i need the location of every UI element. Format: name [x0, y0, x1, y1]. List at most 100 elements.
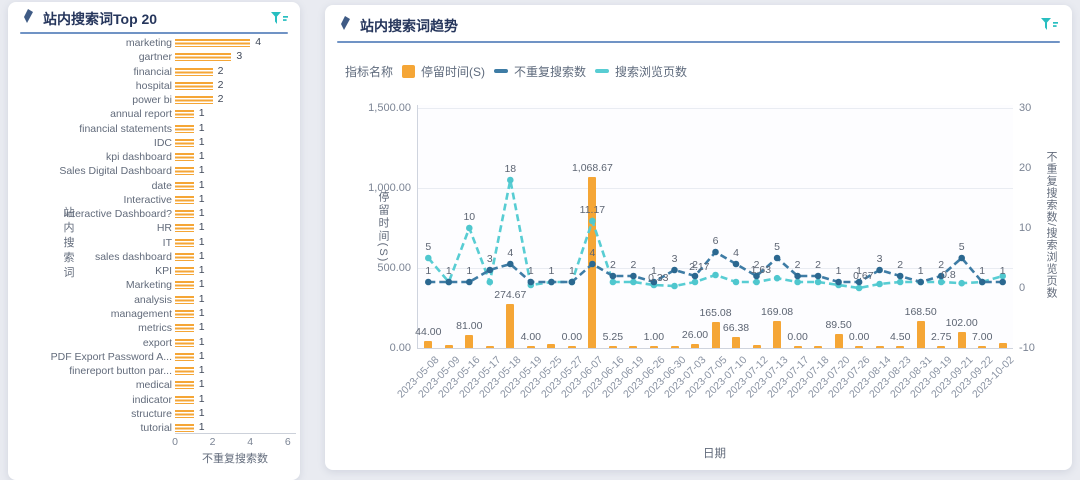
- bar[interactable]: [175, 281, 194, 290]
- data-point[interactable]: [466, 224, 473, 232]
- bar[interactable]: [175, 224, 194, 233]
- bar[interactable]: [793, 346, 802, 348]
- data-point[interactable]: [999, 272, 1006, 280]
- bar[interactable]: [814, 346, 823, 348]
- data-point[interactable]: [691, 272, 699, 280]
- bar[interactable]: [175, 195, 194, 204]
- data-point[interactable]: [712, 248, 719, 256]
- data-point[interactable]: [527, 278, 535, 286]
- data-point[interactable]: [507, 260, 514, 268]
- bar[interactable]: [465, 335, 474, 348]
- legend-item-bar[interactable]: 停留时间(S): [402, 63, 485, 80]
- bar[interactable]: [670, 346, 679, 348]
- bar[interactable]: [752, 344, 761, 348]
- bar[interactable]: [732, 337, 740, 348]
- data-point[interactable]: [855, 284, 863, 292]
- data-point[interactable]: [466, 278, 473, 286]
- bar[interactable]: [175, 381, 194, 390]
- data-point[interactable]: [978, 278, 986, 286]
- bar[interactable]: [875, 346, 884, 348]
- data-point[interactable]: [425, 254, 432, 262]
- bar[interactable]: [175, 424, 194, 432]
- bar[interactable]: [175, 267, 194, 276]
- data-point[interactable]: [773, 254, 781, 262]
- bar[interactable]: [175, 395, 194, 404]
- data-point[interactable]: [507, 176, 514, 184]
- data-point[interactable]: [794, 272, 801, 280]
- data-point[interactable]: [609, 272, 617, 280]
- bar[interactable]: [175, 295, 194, 304]
- bar[interactable]: [175, 181, 194, 190]
- data-point[interactable]: [691, 278, 699, 286]
- data-point[interactable]: [753, 272, 760, 280]
- bar[interactable]: [937, 346, 946, 348]
- data-point[interactable]: [773, 274, 781, 282]
- data-point[interactable]: [794, 278, 801, 286]
- bar[interactable]: [175, 138, 194, 147]
- legend-item-line1[interactable]: 不重复搜索数: [494, 63, 586, 80]
- data-point[interactable]: [937, 272, 945, 280]
- bar[interactable]: [896, 346, 905, 348]
- bar[interactable]: [175, 124, 194, 133]
- data-point[interactable]: [486, 278, 494, 286]
- data-point[interactable]: [896, 278, 904, 286]
- bar[interactable]: [916, 321, 925, 348]
- data-point[interactable]: [855, 278, 863, 286]
- bar[interactable]: [526, 346, 535, 348]
- bar[interactable]: [175, 67, 213, 76]
- data-point[interactable]: [650, 278, 658, 286]
- filter-icon[interactable]: [271, 12, 288, 30]
- data-point[interactable]: [609, 278, 617, 286]
- data-point[interactable]: [999, 278, 1006, 286]
- data-point[interactable]: [896, 272, 904, 280]
- bar[interactable]: [773, 320, 782, 348]
- bar[interactable]: [175, 409, 194, 418]
- bar[interactable]: [649, 346, 658, 348]
- data-point[interactable]: [671, 266, 678, 274]
- bar[interactable]: [424, 341, 433, 348]
- bar[interactable]: [444, 344, 453, 348]
- data-point[interactable]: [732, 278, 740, 286]
- data-point[interactable]: [486, 266, 494, 274]
- bar[interactable]: [506, 304, 515, 348]
- bar[interactable]: [175, 53, 232, 62]
- bar[interactable]: [711, 321, 720, 348]
- bar[interactable]: [175, 96, 213, 104]
- bar[interactable]: [175, 252, 194, 261]
- data-point[interactable]: [814, 272, 822, 280]
- data-point[interactable]: [937, 278, 945, 286]
- data-point[interactable]: [548, 278, 555, 286]
- bar[interactable]: [547, 344, 556, 348]
- bar[interactable]: [998, 343, 1007, 348]
- bar[interactable]: [175, 309, 194, 318]
- legend-item-line2[interactable]: 搜索浏览页数: [595, 63, 687, 80]
- bar[interactable]: [855, 346, 864, 348]
- data-point[interactable]: [712, 271, 719, 279]
- data-point[interactable]: [917, 278, 924, 286]
- data-point[interactable]: [753, 278, 760, 286]
- data-point[interactable]: [835, 278, 842, 286]
- data-point[interactable]: [876, 266, 883, 274]
- data-point[interactable]: [589, 217, 596, 225]
- bar[interactable]: [567, 346, 576, 348]
- data-point[interactable]: [445, 278, 453, 286]
- bar[interactable]: [175, 238, 194, 247]
- bar[interactable]: [629, 346, 638, 348]
- data-point[interactable]: [425, 278, 432, 286]
- data-point[interactable]: [568, 278, 576, 286]
- data-point[interactable]: [958, 279, 965, 287]
- bar[interactable]: [175, 338, 194, 347]
- data-point[interactable]: [671, 282, 678, 290]
- bar[interactable]: [175, 367, 194, 375]
- data-point[interactable]: [814, 278, 822, 286]
- bar[interactable]: [978, 346, 987, 348]
- data-point[interactable]: [630, 272, 637, 280]
- bar[interactable]: [175, 324, 194, 333]
- bar[interactable]: [485, 346, 494, 348]
- data-point[interactable]: [630, 278, 637, 286]
- bar[interactable]: [175, 352, 194, 361]
- bar[interactable]: [175, 110, 194, 119]
- bar[interactable]: [957, 331, 966, 348]
- bar[interactable]: [608, 346, 617, 348]
- data-point[interactable]: [589, 260, 596, 268]
